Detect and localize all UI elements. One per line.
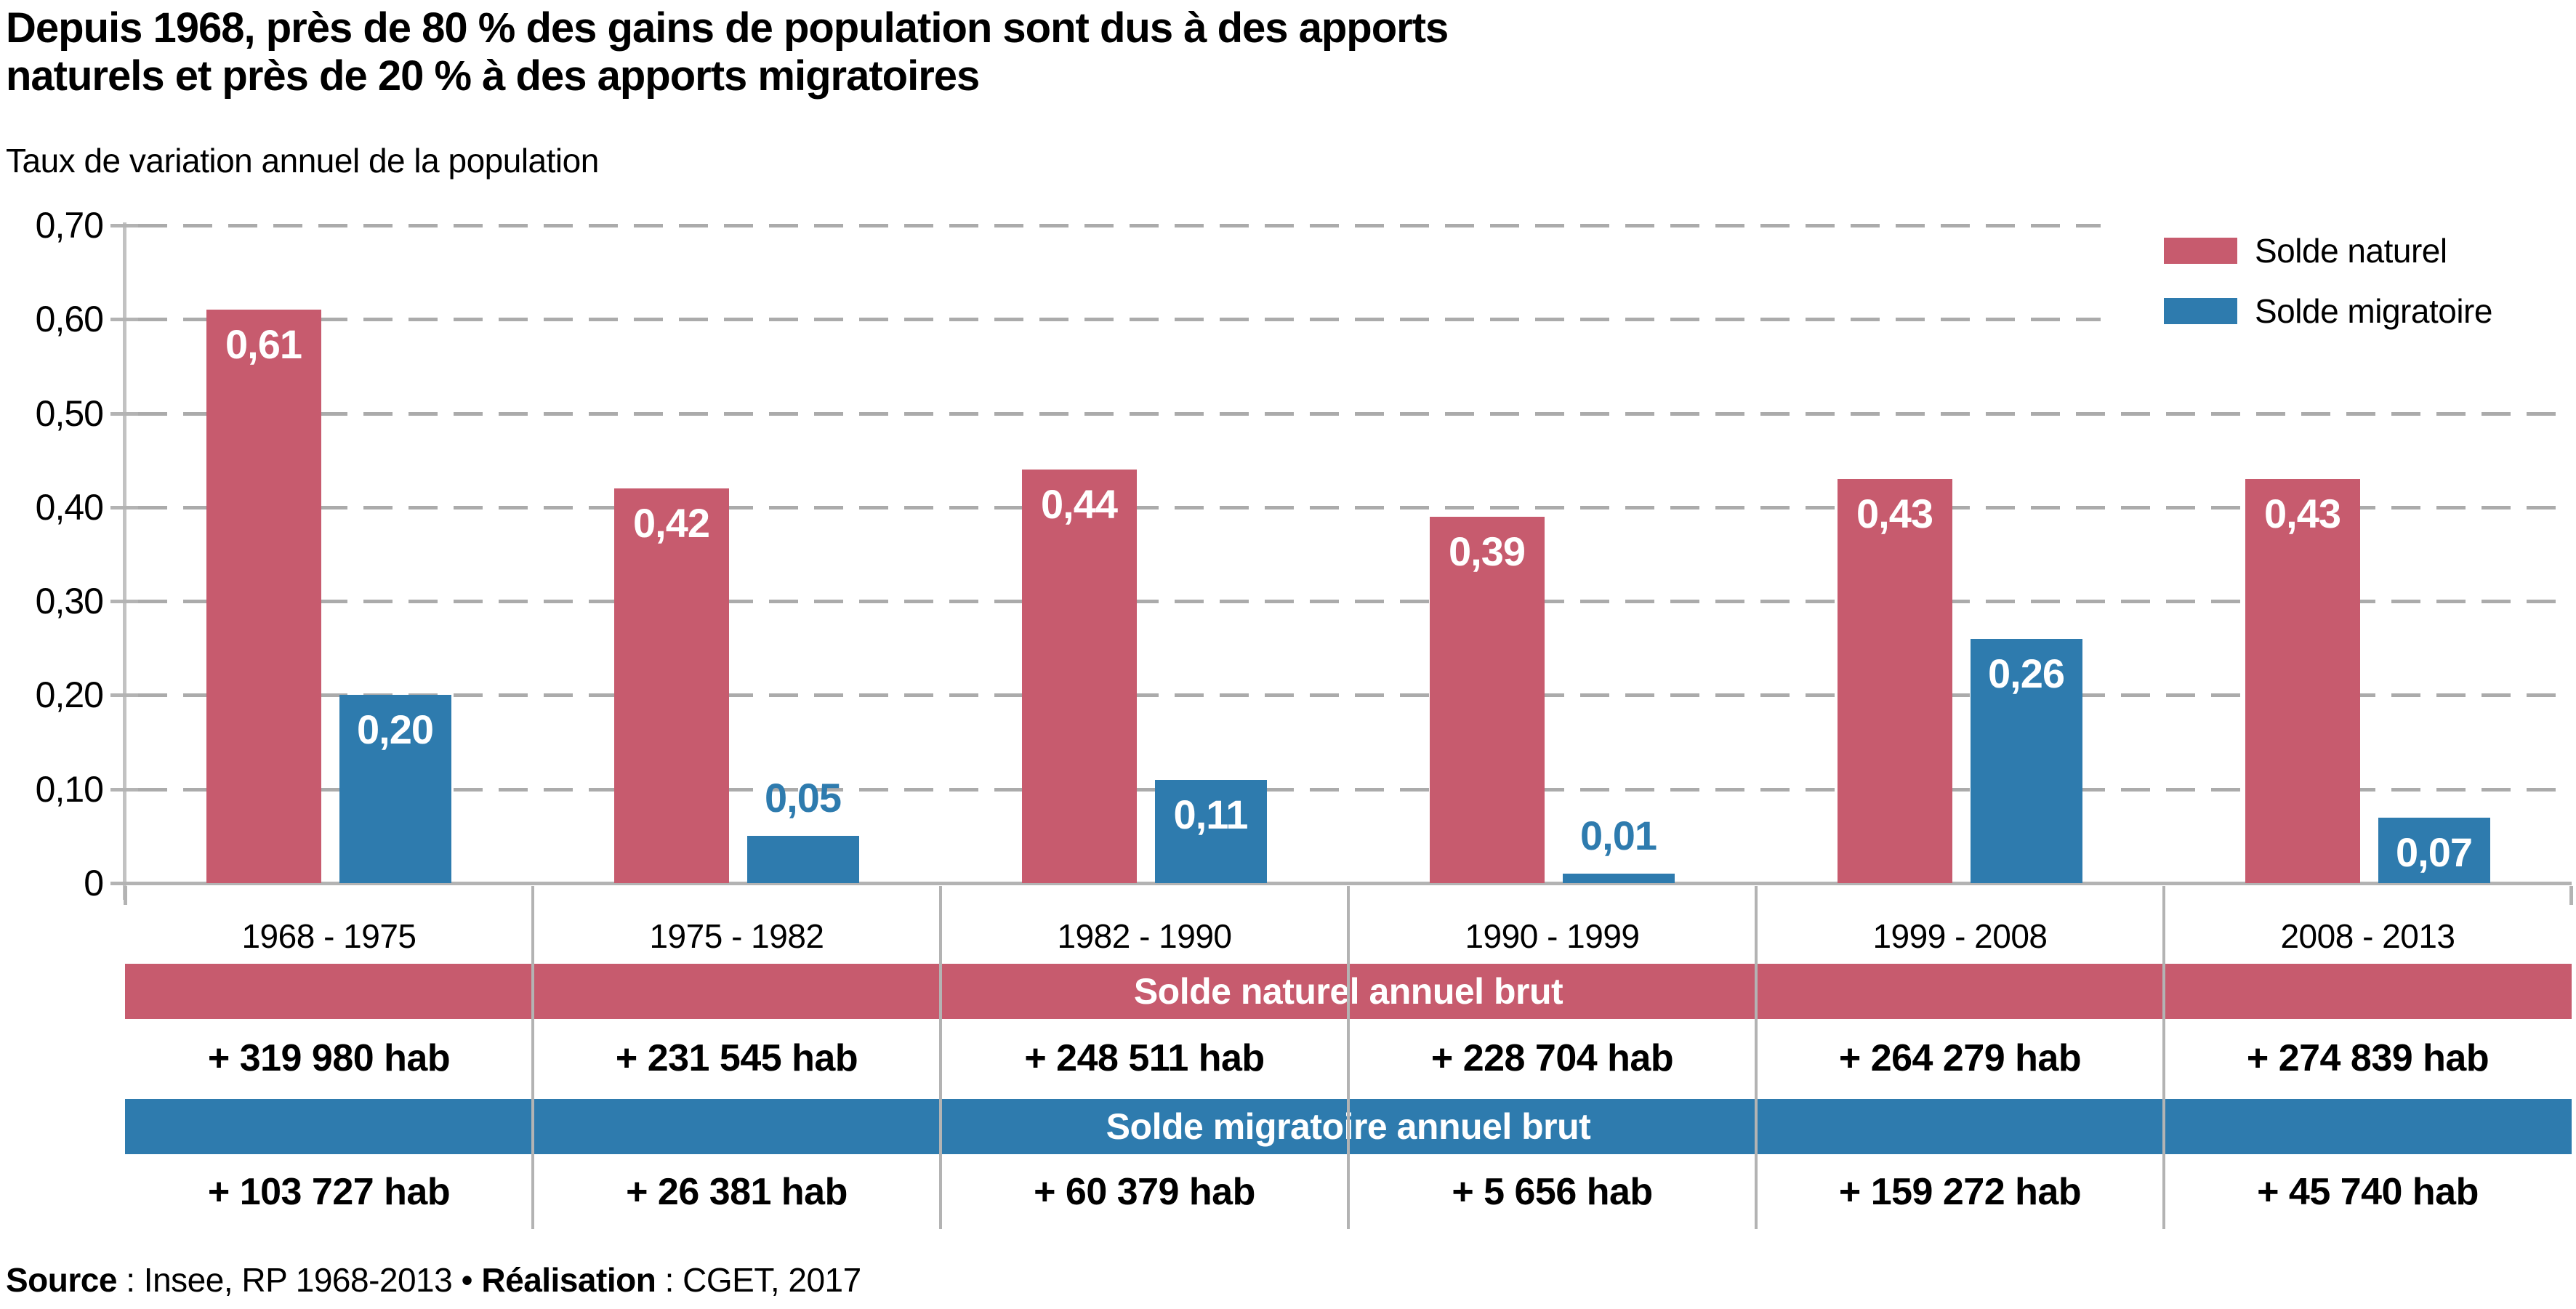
y-axis-tick xyxy=(110,505,138,509)
y-axis-line xyxy=(123,222,126,900)
bar-solde-migratoire xyxy=(746,836,859,883)
solde-naturel-value-cell: + 319 980 hab xyxy=(207,1037,451,1079)
x-axis-category-label: 1975 - 1982 xyxy=(649,917,824,955)
bar-value-label: 0,20 xyxy=(357,706,434,753)
realisation-label: Réalisation xyxy=(481,1261,656,1299)
chart-title-line1: Depuis 1968, près de 80 % des gains de p… xyxy=(6,4,1449,52)
source-text: : Insee, RP 1968-2013 • xyxy=(116,1261,482,1299)
y-axis-tick-label: 0,40 xyxy=(35,486,104,528)
y-axis-tick xyxy=(110,600,138,604)
solde-migratoire-value-cell: + 159 272 hab xyxy=(1838,1171,2082,1213)
y-axis-tick xyxy=(110,693,138,698)
legend: Solde naturel Solde migratoire xyxy=(2101,219,2569,333)
legend-item-solde-naturel: Solde naturel xyxy=(2164,229,2447,273)
x-axis-category-label: 1999 - 2008 xyxy=(1872,917,2048,955)
column-divider xyxy=(2162,886,2165,1229)
legend-item-solde-migratoire: Solde migratoire xyxy=(2164,289,2492,333)
x-axis-category-label: 1968 - 1975 xyxy=(241,917,416,955)
bar-solde-naturel xyxy=(1429,516,1545,883)
bar-solde-migratoire xyxy=(1562,874,1675,883)
y-gridline xyxy=(138,693,2572,698)
y-gridline xyxy=(138,318,2572,322)
solde-migratoire-swatch-icon xyxy=(2164,298,2237,324)
y-gridline xyxy=(138,787,2572,792)
bar-value-label: 0,26 xyxy=(1988,650,2065,696)
solde-migratoire-value-cell: + 26 381 hab xyxy=(626,1171,848,1213)
axis-edge-tick xyxy=(124,886,127,905)
legend-label: Solde naturel xyxy=(2255,232,2447,270)
y-axis-tick xyxy=(110,787,138,792)
y-axis-tick-label: 0,60 xyxy=(35,299,104,340)
solde-migratoire-value-cell: + 45 740 hab xyxy=(2257,1171,2479,1213)
bar-solde-naturel xyxy=(1021,470,1137,883)
y-axis-tick-label: 0,30 xyxy=(35,581,104,622)
axis-unit-caption: Taux de variation annuel de la populatio… xyxy=(6,142,599,180)
chart-title: Depuis 1968, près de 80 % des gains de p… xyxy=(6,4,1449,100)
bar-value-label: 0,43 xyxy=(2264,491,2341,537)
column-divider xyxy=(531,886,534,1229)
y-axis-tick-label: 0,70 xyxy=(35,205,104,246)
solde-naturel-value-cell: + 264 279 hab xyxy=(1838,1037,2082,1079)
y-gridline xyxy=(138,600,2572,604)
legend-label: Solde migratoire xyxy=(2255,292,2492,330)
x-axis-line xyxy=(125,882,2572,885)
bar-solde-naturel xyxy=(613,488,729,883)
bar-value-label: 0,01 xyxy=(1580,813,1657,859)
bar-solde-naturel xyxy=(206,310,321,883)
bar-solde-naturel xyxy=(2245,479,2360,883)
column-divider xyxy=(1755,886,1758,1229)
y-axis-tick xyxy=(110,318,138,322)
bar-value-label: 0,39 xyxy=(1449,528,1526,574)
solde-naturel-swatch-icon xyxy=(2164,238,2237,264)
source-line: Source : Insee, RP 1968-2013 • Réalisati… xyxy=(6,1260,861,1300)
solde-naturel-value-cell: + 231 545 hab xyxy=(615,1037,858,1079)
y-axis-tick xyxy=(110,882,138,885)
column-divider xyxy=(1347,886,1350,1229)
realisation-text: : CGET, 2017 xyxy=(656,1261,862,1299)
bar-value-label: 0,43 xyxy=(1856,491,1933,537)
y-axis-tick-label: 0,10 xyxy=(35,768,104,810)
y-gridline xyxy=(138,505,2572,509)
bar-value-label: 0,07 xyxy=(2396,829,2473,875)
y-axis-tick xyxy=(110,411,138,416)
bar-value-label: 0,05 xyxy=(765,775,842,821)
source-label: Source xyxy=(6,1261,117,1299)
y-axis-tick-label: 0 xyxy=(84,863,104,903)
axis-edge-tick xyxy=(2569,886,2573,905)
y-axis-tick-label: 0,20 xyxy=(35,674,104,716)
bar-value-label: 0,11 xyxy=(1173,791,1249,837)
chart-title-line2: naturels et près de 20 % à des apports m… xyxy=(6,52,980,100)
y-axis-tick-label: 0,50 xyxy=(35,392,104,434)
solde-naturel-value-cell: + 248 511 hab xyxy=(1024,1037,1265,1079)
solde-migratoire-value-cell: + 103 727 hab xyxy=(207,1171,451,1213)
solde-migratoire-value-cell: + 60 379 hab xyxy=(1034,1171,1255,1213)
x-axis-category-label: 1982 - 1990 xyxy=(1057,917,1232,955)
y-gridline xyxy=(138,224,2572,227)
bar-solde-migratoire xyxy=(1970,638,2082,883)
x-axis-category-label: 2008 - 2013 xyxy=(2280,917,2455,955)
y-gridline xyxy=(138,411,2572,416)
bar-value-label: 0,42 xyxy=(633,500,710,546)
x-axis-category-label: 1990 - 1999 xyxy=(1465,917,1640,955)
solde-naturel-value-cell: + 228 704 hab xyxy=(1430,1037,1674,1079)
column-divider xyxy=(939,886,942,1229)
bar-value-label: 0,61 xyxy=(225,321,302,368)
y-axis-tick xyxy=(110,224,138,227)
bar-solde-migratoire xyxy=(339,695,451,883)
solde-naturel-value-cell: + 274 839 hab xyxy=(2246,1037,2490,1079)
solde-migratoire-value-cell: + 5 656 hab xyxy=(1452,1171,1653,1213)
bar-solde-naturel xyxy=(1837,479,1952,883)
bar-value-label: 0,44 xyxy=(1041,481,1118,528)
bar-solde-migratoire xyxy=(1154,779,1267,883)
bar-solde-migratoire xyxy=(2378,817,2490,883)
